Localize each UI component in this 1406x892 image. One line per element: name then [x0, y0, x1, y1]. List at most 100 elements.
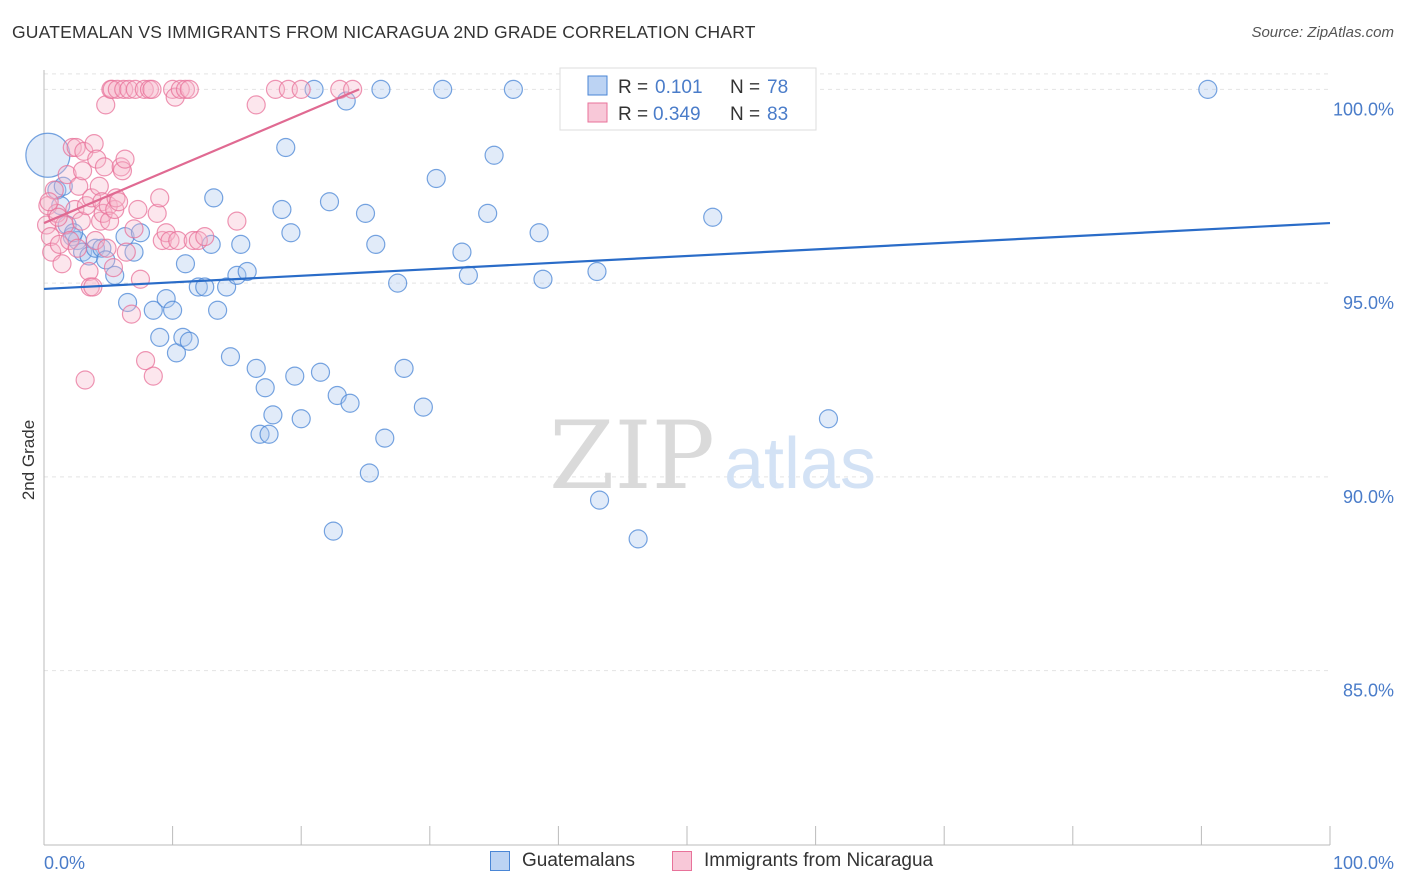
point-nicaragua-82	[67, 238, 88, 258]
point-guatemalans-62	[458, 265, 478, 285]
point-nicaragua-69	[179, 79, 199, 99]
legend-label-nicaragua: Immigrants from Nicaragua	[704, 850, 934, 871]
series-guatemalans	[25, 79, 1218, 549]
point-guatemalans-69	[589, 490, 610, 510]
legend-n-label-1: N =	[730, 77, 760, 98]
y-tick-label-100: 100.0%	[1333, 99, 1394, 119]
point-guatemalans-71	[703, 207, 723, 227]
point-guatemalans-28	[208, 300, 228, 320]
point-nicaragua-66	[168, 230, 188, 251]
trend-line-1	[43, 88, 360, 225]
trend-lines	[43, 88, 1331, 291]
point-guatemalans-74	[818, 409, 839, 429]
legend-item-nicaragua: Immigrants from Nicaragua	[672, 850, 933, 872]
stats-legend: R = 0.101 N = 78 R = 0.349 N = 83	[559, 67, 817, 131]
y-tick-label-95: 95.0%	[1343, 293, 1394, 313]
point-guatemalans-25	[195, 277, 215, 297]
point-guatemalans-41	[281, 223, 301, 243]
series-legend: Guatemalans Immigrants from Nicaragua	[0, 850, 1406, 880]
watermark: ZIP atlas	[549, 402, 876, 511]
watermark-atlas: atlas	[724, 424, 876, 504]
point-nicaragua-49	[121, 304, 142, 324]
point-guatemalans-42	[285, 366, 305, 386]
series-immigrants-from-nicaragua	[36, 79, 363, 390]
point-nicaragua-54	[134, 79, 154, 99]
point-guatemalans-63	[478, 203, 498, 223]
point-guatemalans-55	[375, 428, 395, 448]
point-nicaragua-14	[69, 176, 89, 196]
legend-r-label-1: R =	[618, 77, 648, 98]
point-guatemalans-46	[319, 192, 340, 212]
point-guatemalans-37	[259, 424, 279, 444]
point-nicaragua-55	[135, 351, 156, 371]
point-guatemalans-50	[340, 393, 360, 413]
point-guatemalans-51	[355, 203, 376, 223]
point-guatemalans-66	[529, 223, 549, 243]
point-nicaragua-35	[99, 211, 120, 231]
point-guatemalans-39	[272, 199, 292, 220]
point-nicaragua-73	[227, 211, 247, 231]
point-guatemalans-59	[426, 168, 446, 189]
grid-lines	[44, 73, 1330, 672]
point-nicaragua-48	[119, 79, 139, 99]
legend-swatch-pink	[587, 102, 608, 123]
point-guatemalans-52	[359, 463, 379, 483]
point-nicaragua-74	[246, 95, 266, 115]
legend-n-label-2: N =	[730, 104, 760, 125]
point-nicaragua-10	[60, 230, 80, 251]
point-guatemalans-75	[1198, 79, 1218, 99]
point-nicaragua-53	[130, 269, 151, 289]
point-guatemalans-19	[163, 300, 183, 320]
point-guatemalans-33	[237, 261, 257, 282]
point-guatemalans-9	[92, 238, 112, 258]
point-guatemalans-58	[413, 397, 433, 417]
point-guatemalans-56	[388, 273, 408, 293]
point-guatemalans-57	[394, 358, 414, 378]
point-nicaragua-7	[52, 254, 72, 274]
point-guatemalans-18	[156, 289, 176, 309]
y-tick-label-90: 90.0%	[1343, 487, 1394, 507]
point-guatemalans-70	[628, 529, 648, 549]
point-nicaragua-50	[124, 219, 144, 239]
point-guatemalans-0	[25, 132, 71, 178]
point-nicaragua-31	[94, 157, 115, 177]
point-guatemalans-17	[150, 327, 170, 347]
point-guatemalans-34	[246, 358, 266, 378]
point-nicaragua-33	[97, 238, 117, 258]
point-nicaragua-38	[103, 258, 124, 278]
point-guatemalans-65	[503, 79, 523, 99]
axes: 85.0% 90.0% 95.0% 100.0%	[43, 70, 1394, 846]
legend-r-value-2: 0.349	[653, 104, 701, 125]
point-guatemalans-54	[371, 79, 391, 99]
point-nicaragua-20	[79, 261, 99, 282]
trend-line-0	[43, 221, 1331, 291]
point-guatemalans-67	[533, 269, 553, 289]
legend-r-label-2: R =	[618, 104, 648, 125]
point-guatemalans-60	[433, 79, 453, 99]
point-guatemalans-23	[179, 331, 199, 351]
legend-swatch-nicaragua	[672, 851, 692, 871]
y-tick-label-85: 85.0%	[1343, 681, 1394, 701]
point-nicaragua-24	[84, 134, 104, 154]
point-guatemalans-47	[323, 521, 343, 541]
point-nicaragua-60	[150, 188, 170, 208]
point-nicaragua-70	[183, 230, 203, 251]
point-nicaragua-72	[195, 227, 215, 247]
point-nicaragua-18	[75, 370, 95, 390]
x-tick-label-max: 100.0%	[1333, 853, 1394, 873]
legend-r-value-1: 0.101	[655, 77, 703, 98]
legend-swatch-blue	[587, 75, 608, 96]
point-nicaragua-9	[57, 165, 77, 185]
point-nicaragua-59	[147, 203, 167, 223]
point-guatemalans-26	[201, 234, 221, 254]
legend-item-guatemalans: Guatemalans	[490, 850, 635, 872]
point-guatemalans-22	[175, 254, 196, 274]
point-nicaragua-45	[114, 79, 134, 99]
point-guatemalans-24	[188, 277, 208, 297]
point-nicaragua-57	[142, 79, 162, 99]
point-nicaragua-77	[291, 79, 311, 99]
point-nicaragua-6	[49, 234, 70, 254]
point-guatemalans-30	[220, 347, 241, 367]
point-nicaragua-16	[72, 161, 93, 181]
